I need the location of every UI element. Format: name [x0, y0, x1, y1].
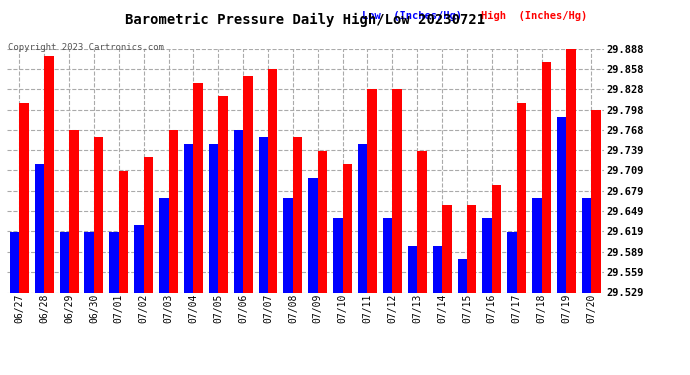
Bar [333, 219, 343, 292]
Bar [234, 130, 243, 292]
Bar [532, 198, 542, 292]
Bar [566, 42, 576, 292]
Bar [591, 110, 601, 292]
Bar [284, 198, 293, 292]
Bar [184, 144, 193, 292]
Bar [507, 232, 517, 292]
Bar [94, 137, 104, 292]
Bar [259, 137, 268, 292]
Bar [542, 62, 551, 292]
Bar [193, 83, 203, 292]
Bar [144, 158, 153, 292]
Bar [408, 246, 417, 292]
Bar [442, 205, 451, 292]
Bar [168, 130, 178, 292]
Bar [159, 198, 168, 292]
Bar [34, 164, 44, 292]
Bar [308, 178, 318, 292]
Text: High  (Inches/Hg): High (Inches/Hg) [482, 11, 588, 21]
Bar [343, 164, 352, 292]
Bar [557, 117, 566, 292]
Bar [243, 76, 253, 292]
Bar [69, 130, 79, 292]
Bar [467, 205, 476, 292]
Bar [393, 90, 402, 292]
Bar [293, 137, 302, 292]
Bar [268, 69, 277, 292]
Bar [433, 246, 442, 292]
Bar [59, 232, 69, 292]
Bar [457, 259, 467, 292]
Bar [19, 103, 29, 292]
Bar [318, 151, 327, 292]
Title: Barometric Pressure Daily High/Low 20230721: Barometric Pressure Daily High/Low 20230… [126, 13, 485, 27]
Bar [368, 90, 377, 292]
Bar [209, 144, 218, 292]
Text: Copyright 2023 Cartronics.com: Copyright 2023 Cartronics.com [8, 43, 164, 52]
Bar [84, 232, 94, 292]
Bar [109, 232, 119, 292]
Bar [482, 219, 492, 292]
Bar [44, 56, 54, 292]
Bar [417, 151, 426, 292]
Bar [358, 144, 368, 292]
Bar [582, 198, 591, 292]
Text: Low  (Inches/Hg): Low (Inches/Hg) [362, 11, 462, 21]
Bar [517, 103, 526, 292]
Bar [218, 96, 228, 292]
Bar [492, 184, 502, 292]
Bar [10, 232, 19, 292]
Bar [383, 219, 393, 292]
Bar [119, 171, 128, 292]
Bar [135, 225, 144, 292]
